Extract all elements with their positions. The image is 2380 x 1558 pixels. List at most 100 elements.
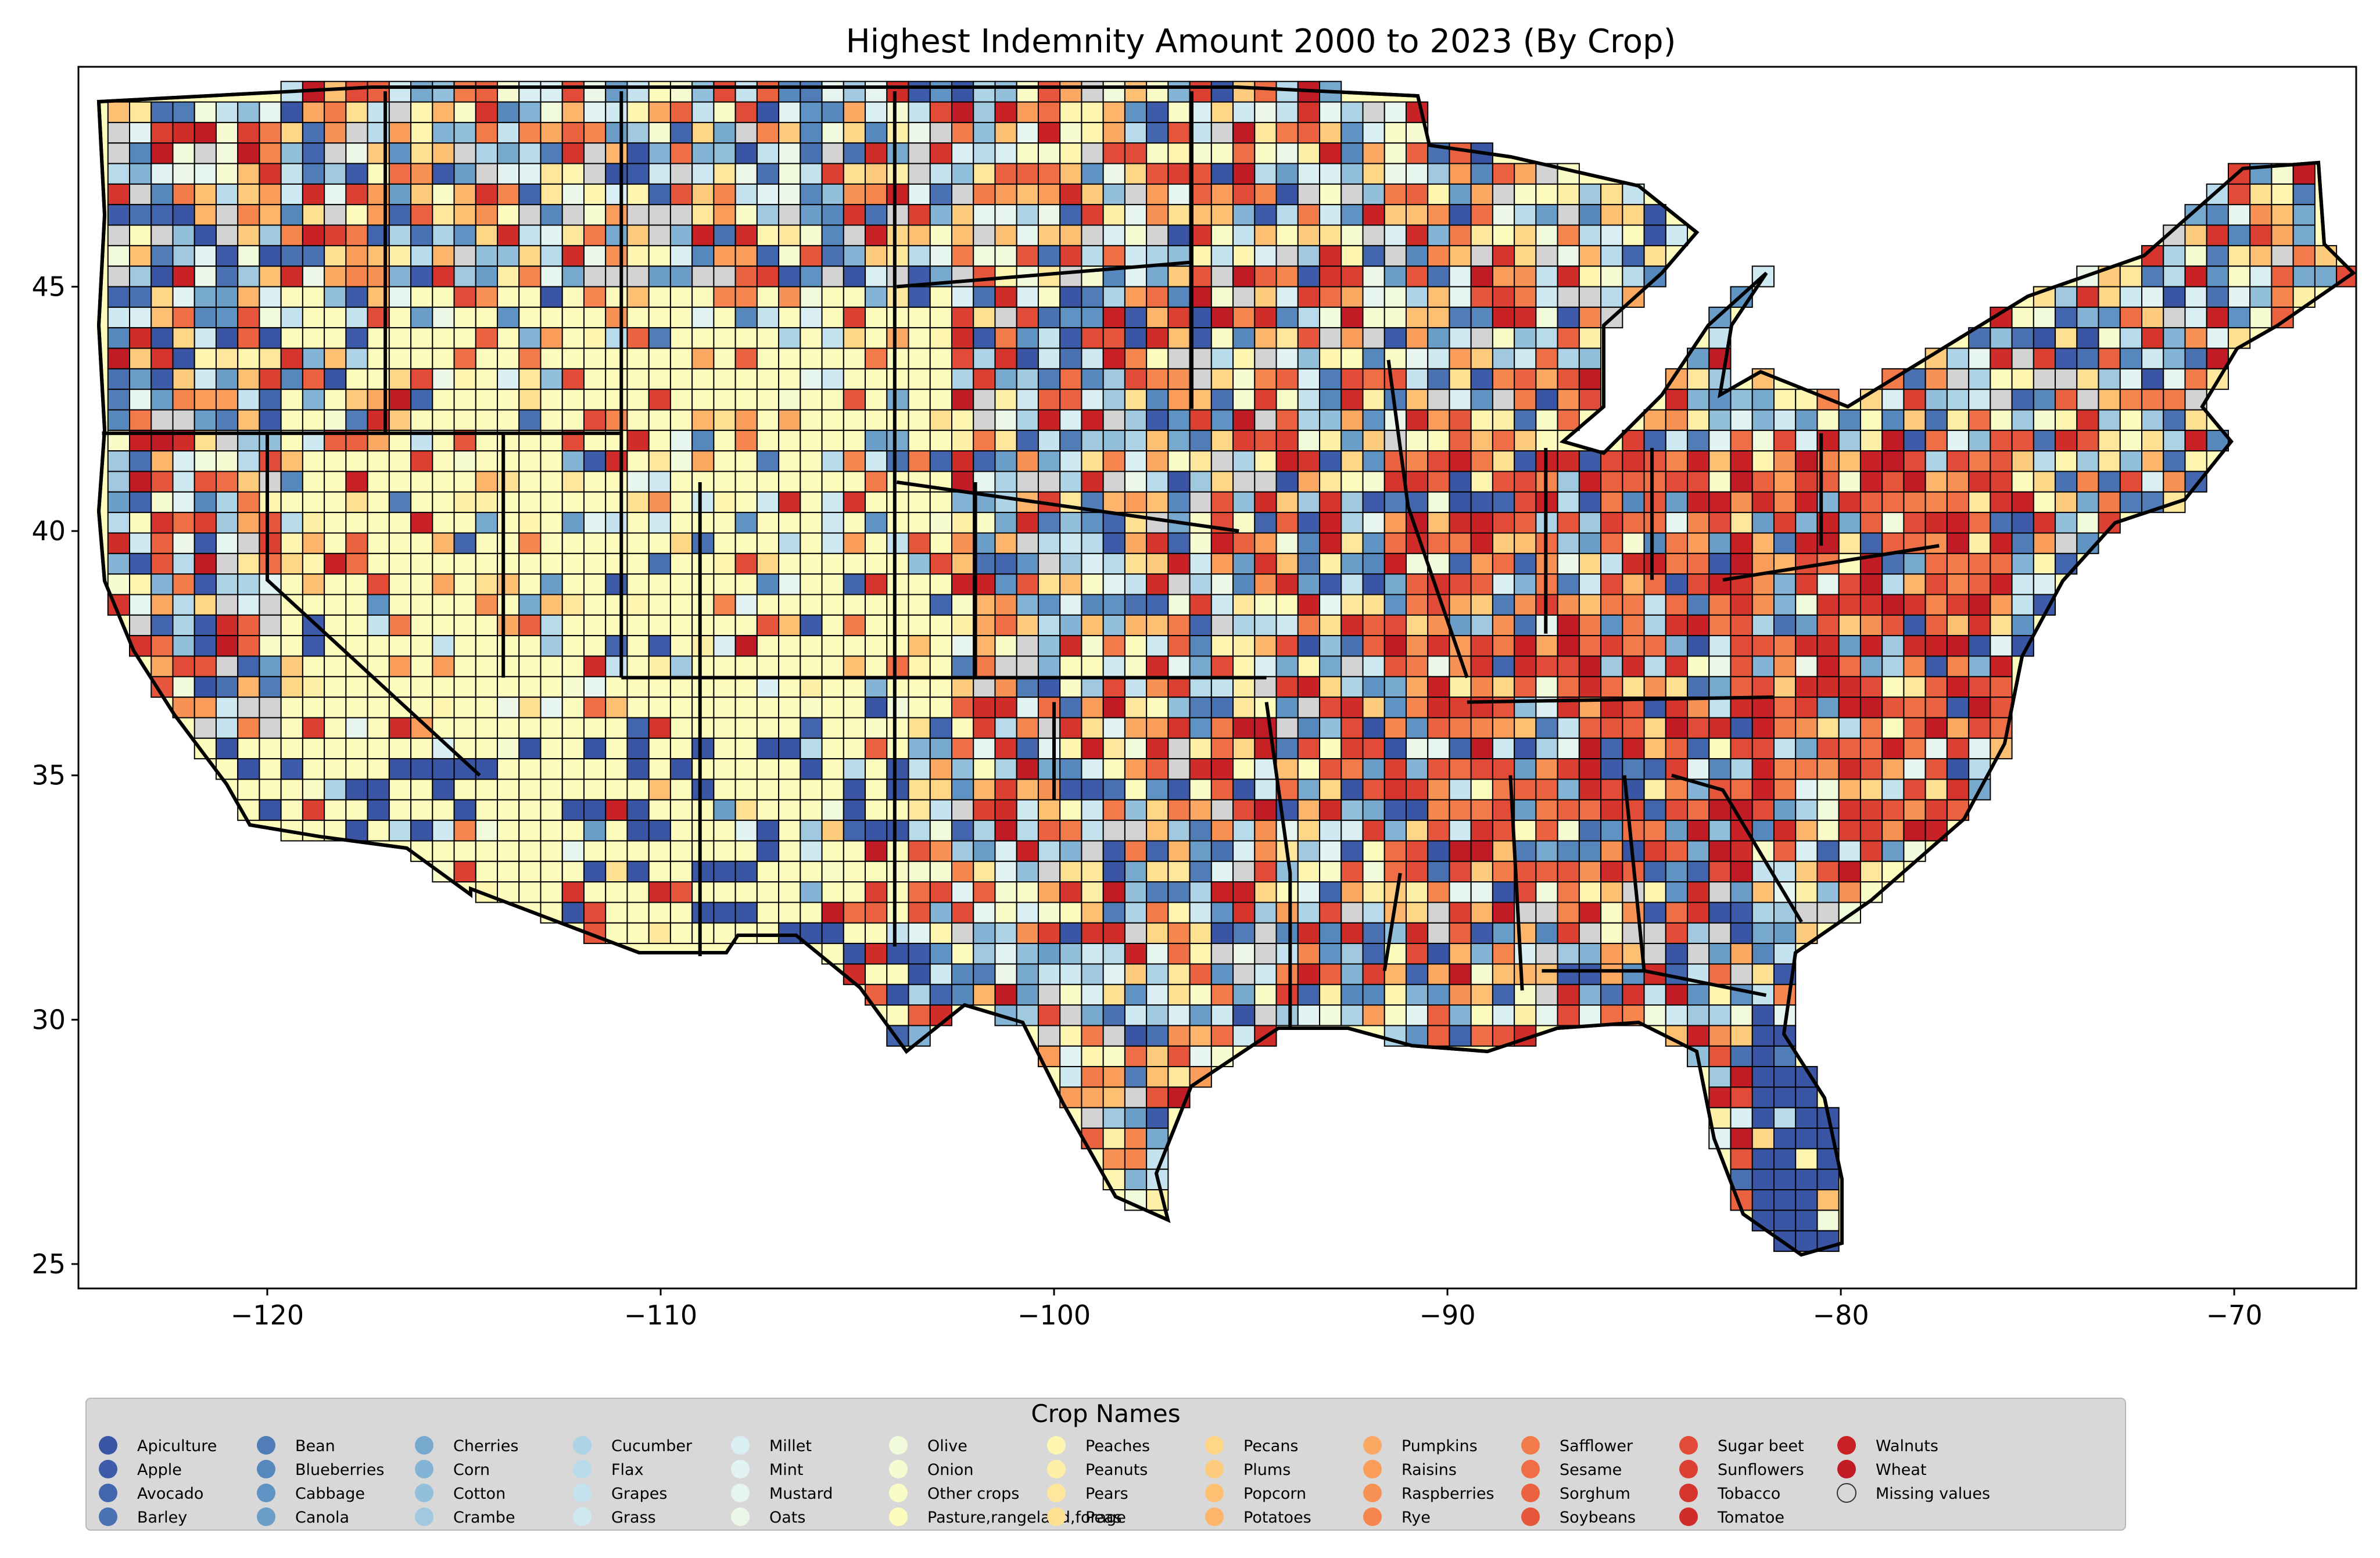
county-polygon	[691, 491, 715, 514]
county-polygon	[1189, 943, 1212, 965]
county-polygon	[1405, 265, 1429, 288]
county-polygon	[1102, 327, 1126, 349]
county-polygon	[713, 121, 736, 144]
county-polygon	[994, 737, 1017, 760]
county-polygon	[669, 594, 693, 616]
county-polygon	[1037, 121, 1061, 144]
county-polygon	[1232, 922, 1256, 945]
county-polygon	[280, 676, 303, 698]
county-polygon	[605, 860, 628, 883]
county-polygon	[1059, 121, 1083, 144]
county-polygon	[908, 512, 931, 534]
county-polygon	[605, 204, 628, 226]
county-polygon	[1167, 1025, 1191, 1047]
county-polygon	[1665, 902, 1689, 924]
county-polygon	[1124, 286, 1148, 308]
county-polygon	[1838, 573, 1861, 595]
county-polygon	[756, 224, 780, 246]
legend-label: Plums	[1243, 1461, 1291, 1479]
county-polygon	[1881, 778, 1905, 800]
county-polygon	[1514, 778, 1537, 800]
county-polygon	[1037, 737, 1061, 760]
county-polygon	[583, 902, 607, 924]
county-polygon	[1470, 635, 1493, 657]
county-polygon	[1578, 737, 1602, 760]
county-polygon	[302, 635, 325, 657]
county-polygon	[193, 450, 217, 472]
county-polygon	[1405, 820, 1429, 842]
county-polygon	[497, 204, 520, 226]
county-polygon	[497, 121, 520, 144]
county-polygon	[1492, 963, 1515, 985]
county-polygon	[1427, 265, 1450, 288]
county-polygon	[561, 491, 585, 514]
county-polygon	[1557, 983, 1580, 1006]
county-polygon	[1016, 594, 1039, 616]
legend-marker	[415, 1484, 433, 1502]
county-polygon	[388, 655, 412, 677]
county-polygon	[475, 224, 499, 246]
county-polygon	[1210, 306, 1234, 329]
county-polygon	[1405, 306, 1429, 329]
county-polygon	[951, 101, 974, 123]
county-polygon	[1557, 450, 1580, 472]
county-polygon	[2098, 450, 2121, 472]
county-polygon	[2249, 265, 2273, 288]
county-polygon	[1124, 101, 1148, 123]
county-polygon	[1146, 471, 1169, 493]
county-polygon	[1535, 389, 1558, 411]
county-polygon	[518, 121, 542, 144]
county-polygon	[497, 758, 520, 780]
county-polygon	[865, 532, 888, 554]
county-polygon	[1990, 594, 2013, 616]
county-polygon	[1600, 983, 1623, 1006]
county-polygon	[518, 532, 542, 554]
county-polygon	[1470, 902, 1493, 924]
county-polygon	[302, 183, 325, 206]
county-polygon	[1751, 943, 1775, 965]
county-polygon	[734, 635, 758, 657]
county-polygon	[734, 512, 758, 534]
county-polygon	[1275, 163, 1299, 185]
county-polygon	[691, 860, 715, 883]
county-polygon	[1383, 983, 1407, 1006]
county-polygon	[1773, 614, 1797, 637]
county-polygon	[973, 840, 996, 862]
county-polygon	[237, 778, 260, 800]
county-polygon	[778, 860, 801, 883]
county-polygon	[626, 491, 650, 514]
county-polygon	[1859, 860, 1883, 883]
county-polygon	[1730, 471, 1753, 493]
county-polygon	[1232, 1004, 1256, 1026]
county-polygon	[259, 737, 282, 760]
county-polygon	[1578, 655, 1602, 677]
county-polygon	[302, 512, 325, 534]
county-polygon	[1578, 347, 1602, 369]
county-polygon	[367, 758, 390, 780]
county-polygon	[345, 450, 368, 472]
county-polygon	[1643, 860, 1666, 883]
county-polygon	[648, 306, 671, 329]
county-polygon	[2184, 265, 2207, 288]
county-polygon	[691, 327, 715, 349]
county-polygon	[626, 471, 650, 493]
county-polygon	[691, 306, 715, 329]
county-polygon	[626, 204, 650, 226]
county-polygon	[561, 286, 585, 308]
county-polygon	[1968, 347, 1991, 369]
county-polygon	[1232, 224, 1256, 246]
county-polygon	[626, 306, 650, 329]
county-polygon	[843, 902, 866, 924]
county-polygon	[367, 697, 390, 719]
county-polygon	[669, 737, 693, 760]
county-polygon	[669, 245, 693, 267]
county-polygon	[453, 183, 476, 206]
legend-marker	[1363, 1460, 1382, 1478]
county-polygon	[1449, 306, 1472, 329]
county-polygon	[1470, 327, 1493, 349]
county-polygon	[626, 552, 650, 575]
county-polygon	[756, 573, 780, 595]
county-polygon	[302, 676, 325, 698]
county-polygon	[1362, 491, 1385, 514]
county-polygon	[886, 163, 909, 185]
